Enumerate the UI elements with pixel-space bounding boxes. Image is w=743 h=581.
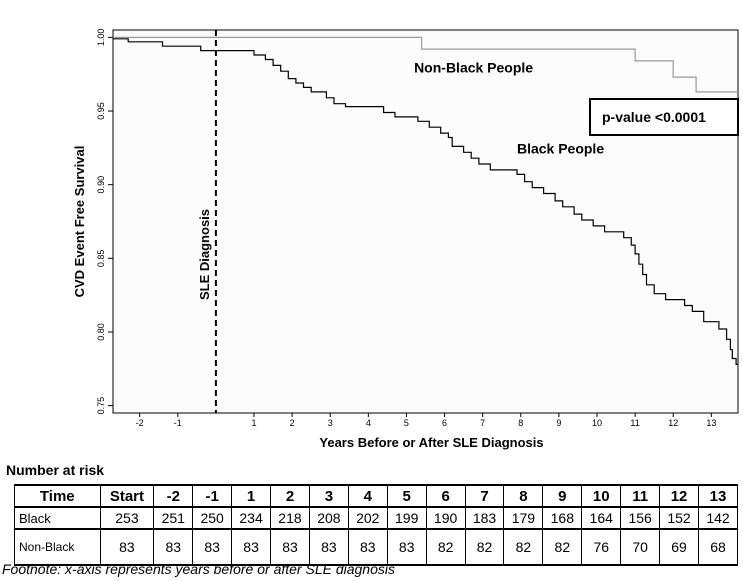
x-tick-label: 7 xyxy=(480,418,485,428)
x-tick-label: 6 xyxy=(442,418,447,428)
risk-row: Black 253 251 250 234 218 208 202 199 190 183 179 16… xyxy=(14,506,738,530)
survival-chart: 0.750.800.850.900.951.00-2 -1 1 2 3 4 5 6 7 8 9 10 1… xyxy=(72,29,739,450)
risk-row-label: Black xyxy=(14,506,101,530)
risk-cell: 83 xyxy=(347,528,388,566)
x-tick-label: 11 xyxy=(630,418,639,428)
risk-cell: 199 xyxy=(386,506,427,530)
risk-header-cell: Time xyxy=(14,484,101,508)
series-line-non-black xyxy=(113,36,738,93)
x-tick-label: 5 xyxy=(404,418,409,428)
risk-header-cell: 4 xyxy=(347,484,388,508)
series-layer xyxy=(113,36,738,365)
risk-cell: 82 xyxy=(464,528,505,566)
risk-header-cell: 6 xyxy=(425,484,466,508)
x-tick-label: 4 xyxy=(366,418,371,428)
risk-table-body: Black 253 251 250 234 218 208 202 199 190 183 179 16… xyxy=(14,506,738,566)
risk-cell: 156 xyxy=(620,506,661,530)
risk-cell: 179 xyxy=(503,506,544,530)
risk-table: Time Start -2 -1 1 2 3 4 5 6 7 8 9 10 11 12 13 Black 253 2… xyxy=(14,484,738,566)
y-tick-label: 0.90 xyxy=(96,176,106,194)
series-line-black xyxy=(113,38,738,365)
risk-header-cell: 13 xyxy=(698,484,738,508)
risk-cell: 253 xyxy=(99,506,155,530)
series-label: Black People xyxy=(517,141,604,157)
risk-header-cell: 2 xyxy=(270,484,310,508)
risk-cell: 234 xyxy=(231,506,272,530)
risk-cell: 168 xyxy=(542,506,583,530)
risk-cell: 68 xyxy=(698,528,738,566)
risk-row-label: Non-Black xyxy=(14,528,101,566)
risk-cell: 82 xyxy=(503,528,544,566)
risk-cell: 250 xyxy=(192,506,233,530)
risk-cell: 82 xyxy=(425,528,466,566)
risk-cell: 69 xyxy=(659,528,699,566)
x-tick-label: 10 xyxy=(592,418,602,428)
risk-cell: 152 xyxy=(659,506,699,530)
risk-cell: 142 xyxy=(698,506,738,530)
risk-cell: 83 xyxy=(192,528,233,566)
risk-cell: 208 xyxy=(308,506,349,530)
series-label: Non-Black People xyxy=(414,60,533,76)
risk-cell: 83 xyxy=(270,528,310,566)
risk-header-cell: Start xyxy=(99,484,155,508)
risk-cell: 190 xyxy=(425,506,466,530)
risk-cell: 164 xyxy=(581,506,622,530)
risk-cell: 82 xyxy=(542,528,583,566)
risk-header-cell: 8 xyxy=(503,484,544,508)
tick-layer: 0.750.800.850.900.951.00-2 -1 1 2 3 4 5 6 7 8 9 10 1… xyxy=(96,29,716,428)
x-tick-label: 2 xyxy=(290,418,295,428)
risk-header-cell: 1 xyxy=(231,484,272,508)
p-value-box xyxy=(589,98,739,136)
risk-header-cell: 7 xyxy=(464,484,505,508)
x-tick-label: 1 xyxy=(251,418,256,428)
risk-cell: 183 xyxy=(464,506,505,530)
risk-header-cell: 11 xyxy=(620,484,661,508)
y-axis-label: CVD Event Free Survival xyxy=(72,146,87,298)
x-tick-label: 12 xyxy=(668,418,678,428)
risk-cell: 83 xyxy=(99,528,155,566)
y-tick-label: 1.00 xyxy=(96,29,106,47)
risk-header-cell: -1 xyxy=(192,484,233,508)
risk-row: Non-Black 83 83 83 83 83 83 83 83 82 82 82 82 76 70 69 6… xyxy=(14,528,738,566)
footnote: Footnote: x-axis represents years before… xyxy=(2,561,395,577)
risk-table-title: Number at risk xyxy=(6,462,105,478)
risk-cell: 76 xyxy=(581,528,622,566)
p-value-label: p-value <0.0001 xyxy=(602,109,706,125)
risk-cell: 83 xyxy=(231,528,272,566)
plot-area xyxy=(112,29,739,414)
risk-header-cell: 5 xyxy=(386,484,427,508)
x-axis-label: Years Before or After SLE Diagnosis xyxy=(319,435,543,450)
x-tick-label: 8 xyxy=(518,418,523,428)
x-tick-label: -2 xyxy=(136,418,144,428)
risk-header-cell: 10 xyxy=(581,484,622,508)
y-tick-label: 0.75 xyxy=(96,397,106,415)
risk-cell: 70 xyxy=(620,528,661,566)
risk-cell: 83 xyxy=(308,528,349,566)
series-labels: Non-Black People Black People xyxy=(414,60,604,157)
risk-header-cell: -2 xyxy=(153,484,194,508)
risk-header-cell: 9 xyxy=(542,484,583,508)
x-tick-label: -1 xyxy=(174,418,182,428)
risk-table-header: Time Start -2 -1 1 2 3 4 5 6 7 8 9 10 11 12 13 xyxy=(14,484,738,508)
x-tick-label: 13 xyxy=(706,418,716,428)
x-tick-label: 3 xyxy=(328,418,333,428)
y-tick-label: 0.85 xyxy=(96,250,106,268)
risk-header-cell: 12 xyxy=(659,484,699,508)
risk-cell: 202 xyxy=(347,506,388,530)
y-tick-label: 0.95 xyxy=(96,102,106,120)
risk-cell: 251 xyxy=(153,506,194,530)
sle-diagnosis-label: SLE Diagnosis xyxy=(197,209,212,300)
risk-cell: 83 xyxy=(153,528,194,566)
risk-header-cell: 3 xyxy=(308,484,349,508)
risk-cell: 218 xyxy=(270,506,310,530)
risk-cell: 83 xyxy=(386,528,427,566)
x-tick-label: 9 xyxy=(556,418,561,428)
y-tick-label: 0.80 xyxy=(96,323,106,341)
